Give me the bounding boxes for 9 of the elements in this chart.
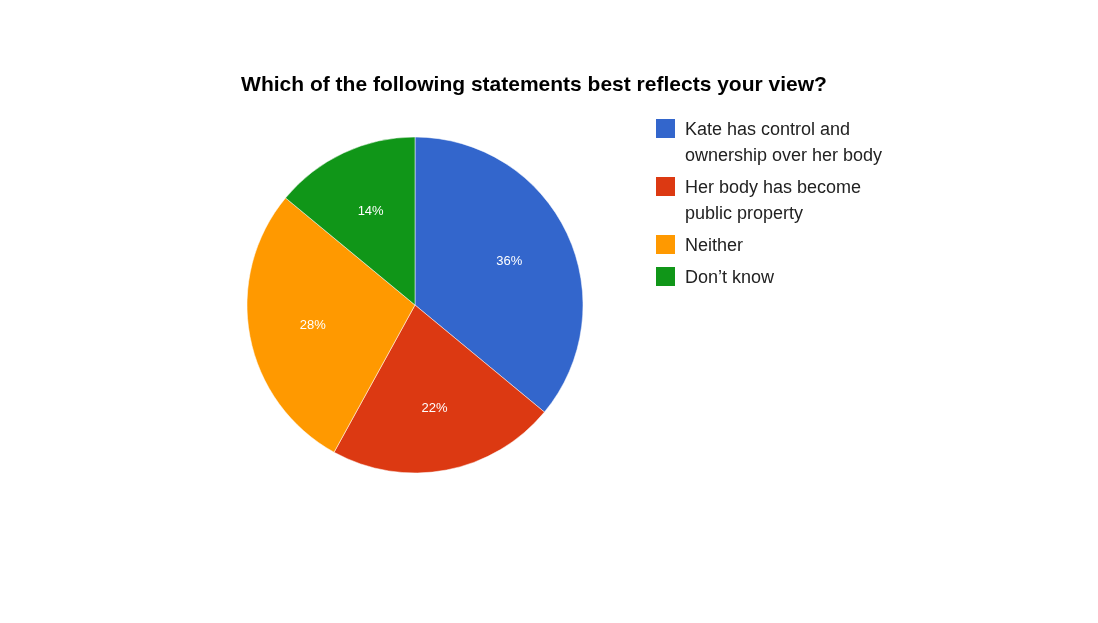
data-label: 14%: [357, 203, 385, 219]
data-label: 22%: [421, 399, 448, 415]
legend-label: Don’t know: [685, 267, 776, 287]
data-label: 28%: [299, 317, 327, 333]
legend-label: Her body has become public property: [685, 177, 862, 223]
legend-label: Neither: [685, 235, 744, 255]
chart-title: Which of the following statements best reflects your view?: [241, 72, 827, 95]
legend-label: Kate has control and ownership over her body: [685, 119, 883, 165]
data-label: 36%: [496, 253, 523, 269]
